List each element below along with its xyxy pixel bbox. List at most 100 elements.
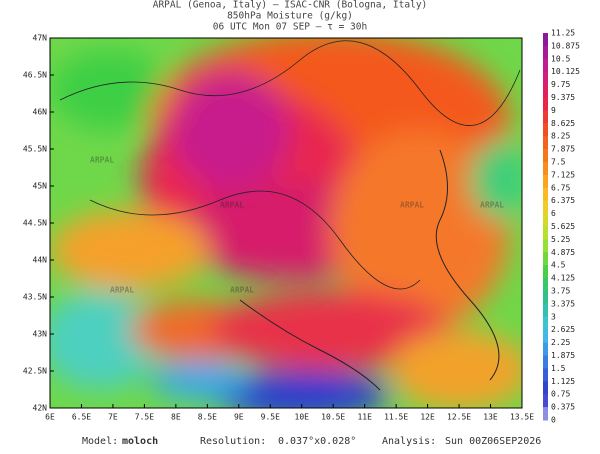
- lat-label: 45N: [33, 182, 48, 191]
- colorbar-swatch: [543, 136, 548, 150]
- colorbar-swatch: [543, 174, 548, 189]
- colorbar-label: 7.125: [551, 170, 575, 179]
- footer-label: Analysis:: [382, 436, 436, 447]
- colorbar-swatch: [543, 407, 548, 421]
- lat-label: 47N: [33, 34, 48, 43]
- watermark: ARPAL: [110, 286, 134, 295]
- lat-label: 46N: [33, 108, 48, 117]
- header-line: 850hPa Moisture (g/kg): [227, 11, 353, 22]
- colorbar-swatch: [543, 58, 548, 73]
- footer-label: Model:: [82, 436, 118, 447]
- colorbar-label: 0.375: [551, 403, 575, 412]
- colorbar-label: 3: [551, 312, 556, 321]
- colorbar-label: 6.375: [551, 196, 575, 205]
- lon-label: 9.5E: [261, 413, 280, 422]
- colorbar-label: 1.5: [551, 364, 566, 373]
- colorbar-label: 1.875: [551, 351, 575, 360]
- colorbar-label: 5.625: [551, 222, 575, 231]
- lat-label: 43N: [33, 330, 48, 339]
- colorbar-label: 7.5: [551, 158, 566, 167]
- colorbar-label: 6: [551, 209, 556, 218]
- lon-label: 13.5E: [510, 413, 534, 422]
- colorbar-swatch: [543, 226, 548, 240]
- colorbar-label: 10.875: [551, 41, 580, 50]
- colorbar-label: 0.75: [551, 390, 570, 399]
- colorbar-swatch: [543, 71, 548, 86]
- lat-label: 44.5N: [23, 219, 47, 228]
- colorbar-swatch: [543, 123, 548, 137]
- colorbar-label: 3.375: [551, 299, 575, 308]
- colorbar-label: 8.25: [551, 132, 570, 141]
- moisture-field: [50, 38, 522, 408]
- colorbar-swatch: [543, 187, 548, 202]
- colorbar-label: 2.25: [551, 338, 570, 347]
- lon-label: 8.5E: [198, 413, 217, 422]
- colorbar-label: 3.75: [551, 287, 570, 296]
- colorbar-swatch: [543, 303, 548, 318]
- lon-label: 10E: [295, 413, 310, 422]
- colorbar-label: 9: [551, 106, 556, 115]
- lon-label: 12E: [420, 413, 435, 422]
- lon-label: 11.5E: [384, 413, 408, 422]
- colorbar-swatch: [543, 265, 548, 279]
- watermark: ARPAL: [480, 201, 504, 210]
- lat-label: 44N: [33, 256, 48, 265]
- colorbar-label: 8.625: [551, 119, 575, 128]
- lon-label: 13E: [483, 413, 498, 422]
- lon-label: 9E: [234, 413, 244, 422]
- colorbar-label: 10.125: [551, 67, 580, 76]
- footer-value: moloch: [122, 436, 158, 447]
- colorbar-label: 10.5: [551, 54, 570, 63]
- colorbar-swatch: [543, 162, 548, 176]
- colorbar-label: 4.875: [551, 248, 575, 257]
- colorbar-swatch: [543, 97, 548, 111]
- colorbar-swatch: [543, 368, 548, 382]
- colorbar-label: 5.25: [551, 235, 570, 244]
- lon-label: 12.5E: [447, 413, 471, 422]
- colorbar-label: 1.125: [551, 377, 575, 386]
- colorbar-swatch: [543, 84, 548, 98]
- lon-label: 6.5E: [72, 413, 91, 422]
- colorbar-swatch: [543, 33, 548, 47]
- lon-label: 11E: [357, 413, 372, 422]
- footer-label: Resolution:: [200, 436, 266, 447]
- colorbar-label: 9.75: [551, 80, 570, 89]
- lat-label: 46.5N: [23, 71, 47, 80]
- colorbar-swatch: [543, 149, 548, 163]
- colorbar-label: 11.25: [551, 29, 575, 38]
- colorbar-label: 0: [551, 416, 556, 425]
- lat-label: 42.5N: [23, 367, 47, 376]
- watermark: ARPAL: [90, 156, 114, 165]
- lat-label: 42N: [33, 404, 48, 413]
- lon-label: 7.5E: [135, 413, 154, 422]
- colorbar-swatch: [543, 213, 548, 227]
- watermark: ARPAL: [230, 286, 254, 295]
- colorbar-label: 6.75: [551, 183, 570, 192]
- lon-label: 8E: [171, 413, 181, 422]
- header-line: 06 UTC Mon 07 SEP – τ = 30h: [213, 22, 367, 33]
- header-line: ARPAL (Genoa, Italy) – ISAC-CNR (Bologna…: [153, 0, 428, 11]
- colorbar-label: 2.625: [551, 325, 575, 334]
- colorbar-label: 7.875: [551, 145, 575, 154]
- colorbar-swatch: [543, 342, 548, 356]
- colorbar-swatch: [543, 291, 548, 305]
- colorbar-swatch: [543, 110, 548, 124]
- colorbar-swatch: [543, 394, 548, 408]
- colorbar-swatch: [543, 239, 548, 253]
- colorbar-label: 9.375: [551, 93, 575, 102]
- lon-label: 10.5E: [321, 413, 345, 422]
- lon-label: 7E: [108, 413, 118, 422]
- lat-label: 45.5N: [23, 145, 47, 154]
- colorbar-swatch: [543, 316, 548, 331]
- watermark: ARPAL: [400, 201, 424, 210]
- colorbar-swatch: [543, 200, 548, 215]
- colorbar-swatch: [543, 355, 548, 369]
- colorbar-label: 4.125: [551, 274, 575, 283]
- lat-label: 43.5N: [23, 293, 47, 302]
- colorbar-swatch: [543, 381, 548, 395]
- lon-label: 6E: [45, 413, 55, 422]
- watermark: ARPAL: [220, 201, 244, 210]
- footer-value: 0.037°x0.028°: [278, 436, 356, 447]
- colorbar-swatch: [543, 329, 548, 344]
